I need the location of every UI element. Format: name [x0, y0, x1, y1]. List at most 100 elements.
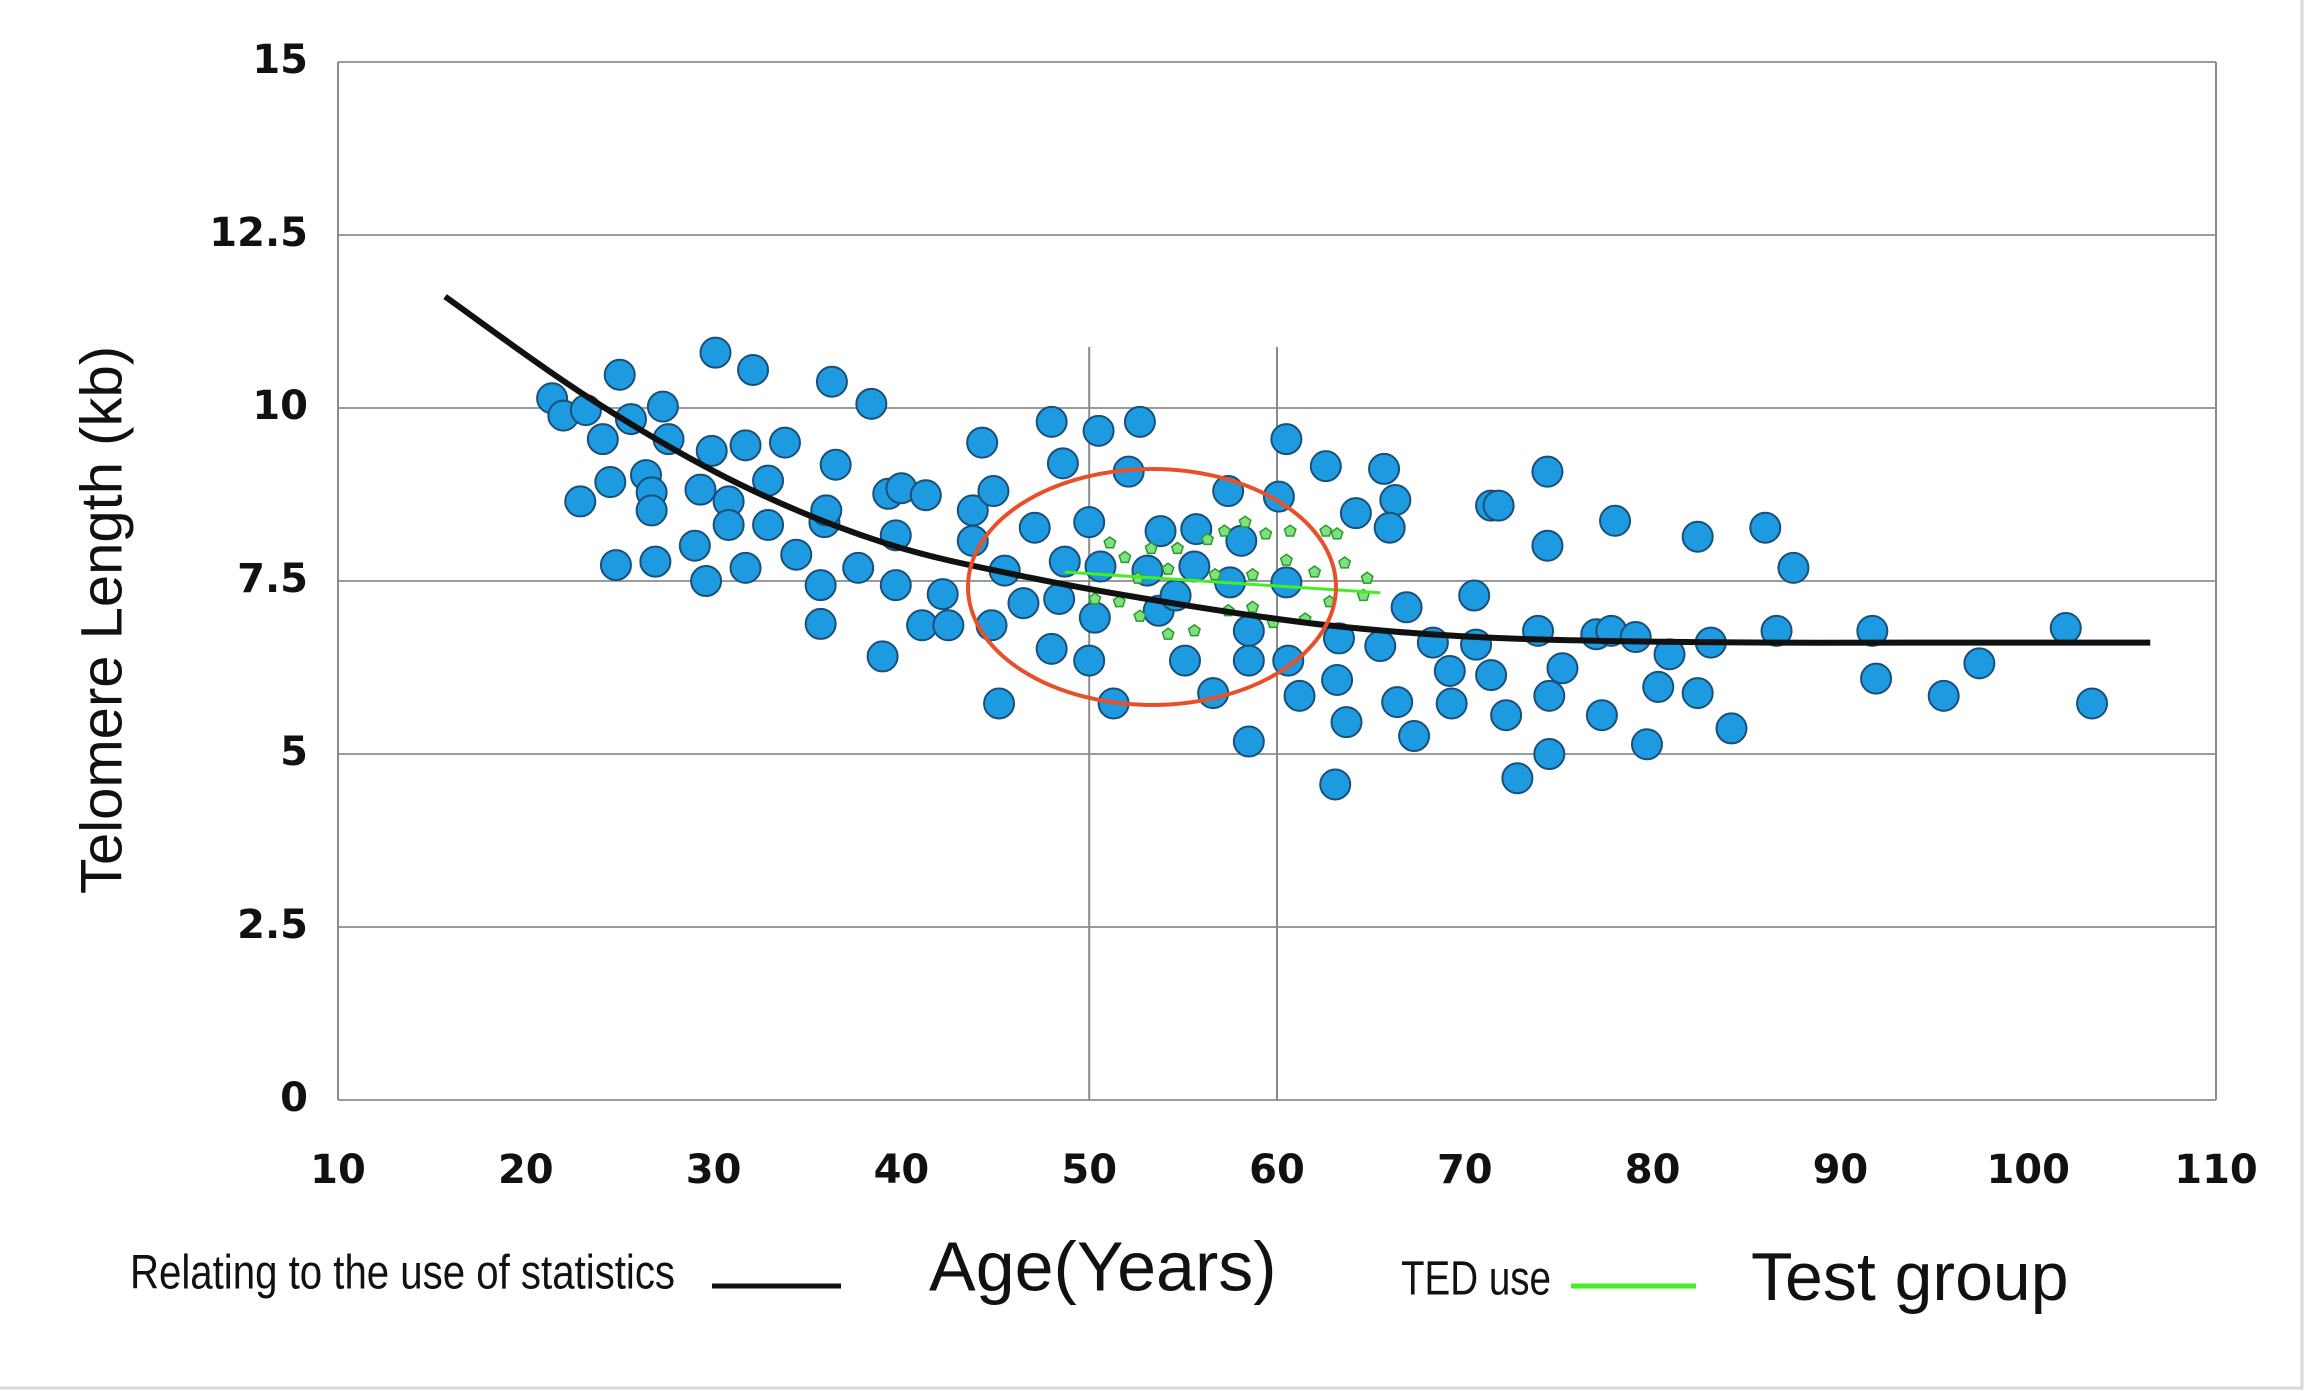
data-point — [804, 569, 837, 602]
data-point — [646, 390, 679, 423]
data-point — [780, 538, 813, 571]
data-point — [695, 434, 728, 467]
data-point — [1084, 550, 1117, 583]
legend-label: Relating to the use of statistics — [130, 1247, 675, 1300]
data-point — [1501, 762, 1534, 795]
data-point — [819, 448, 852, 481]
legend-label: TED use — [1401, 1253, 1551, 1306]
data-point — [684, 473, 717, 506]
data-point — [1270, 423, 1303, 456]
data-point — [1272, 644, 1305, 677]
data-point — [983, 687, 1016, 720]
y-tick-label: 0 — [280, 1075, 308, 1121]
test-point — [1307, 565, 1322, 578]
data-point — [1232, 644, 1265, 677]
test-point — [1161, 627, 1175, 640]
test-point — [1279, 553, 1293, 566]
y-axis-label: Telomere Length (kb) — [69, 346, 134, 894]
highlight-ellipse — [966, 467, 1338, 707]
test-point — [1259, 527, 1273, 540]
data-point — [1082, 414, 1115, 447]
test-point — [1200, 532, 1215, 546]
data-point — [678, 529, 711, 562]
test-point — [1338, 556, 1352, 569]
data-point — [1368, 452, 1401, 485]
y-tick-label: 15 — [252, 37, 308, 83]
data-point — [975, 609, 1008, 642]
data-point — [1390, 591, 1423, 624]
data-point — [815, 365, 848, 398]
x-tick-label: 110 — [2174, 1147, 2258, 1193]
data-point — [1398, 720, 1431, 753]
data-point — [737, 353, 770, 386]
grid — [337, 61, 2217, 1101]
test-point — [1360, 571, 1374, 584]
test-point — [1187, 623, 1201, 637]
data-point — [1533, 738, 1566, 770]
data-point — [1777, 551, 1810, 584]
test-point — [1118, 550, 1132, 564]
data-point — [729, 551, 762, 584]
data-point — [1749, 511, 1782, 544]
data-point — [1482, 489, 1515, 522]
data-point — [909, 479, 942, 512]
y-tick-label: 5 — [280, 729, 308, 775]
test-point — [1088, 592, 1102, 605]
data-point — [1379, 484, 1412, 517]
data-point — [1330, 706, 1363, 739]
test-point — [1245, 567, 1260, 581]
data-point — [1364, 630, 1397, 663]
data-point — [1619, 621, 1652, 654]
data-point — [966, 426, 999, 459]
data-point — [1283, 679, 1316, 712]
data-point — [2076, 687, 2109, 720]
data-point — [1546, 652, 1579, 685]
y-tick-label: 12.5 — [209, 210, 308, 256]
data-point — [594, 466, 627, 499]
data-point — [1531, 529, 1564, 562]
data-point — [879, 569, 912, 602]
data-point — [1035, 405, 1068, 438]
trend-line — [1064, 570, 1381, 595]
data-point — [866, 640, 899, 673]
data-point — [1927, 679, 1960, 712]
data-point — [1715, 712, 1748, 745]
data-point — [1232, 725, 1265, 758]
data-point — [586, 423, 619, 456]
data-point — [1435, 687, 1468, 720]
data-point — [1073, 644, 1106, 677]
data-point — [1585, 699, 1618, 732]
data-point — [768, 426, 801, 459]
test-point — [1330, 527, 1344, 540]
data-point — [1018, 511, 1051, 544]
x-tick-label: 20 — [498, 1147, 554, 1193]
x-axis-label: Age(Years) — [929, 1227, 1277, 1305]
x-tick-label: 100 — [1986, 1147, 2070, 1193]
data-point — [2049, 612, 2082, 645]
test-point — [1144, 541, 1158, 555]
data-point — [599, 549, 632, 582]
data-point — [1490, 699, 1523, 732]
data-point — [1319, 768, 1352, 801]
marks — [443, 294, 2151, 801]
data-point — [1433, 654, 1466, 687]
x-tick-label: 60 — [1249, 1147, 1305, 1193]
data-point — [1373, 511, 1406, 544]
data-point — [1599, 504, 1632, 537]
test-point — [1217, 524, 1232, 537]
x-tick-label: 70 — [1437, 1147, 1493, 1193]
data-point — [1048, 545, 1081, 578]
x-tick-label: 40 — [874, 1147, 930, 1193]
data-point — [926, 578, 959, 611]
test-point — [1319, 524, 1333, 537]
test-point — [1283, 524, 1297, 537]
data-point — [1321, 663, 1354, 696]
data-point — [804, 607, 837, 640]
data-point — [842, 551, 875, 584]
data-point — [1309, 450, 1342, 483]
data-point — [1046, 447, 1079, 480]
data-point — [1963, 647, 1996, 680]
data-point — [1270, 566, 1303, 599]
